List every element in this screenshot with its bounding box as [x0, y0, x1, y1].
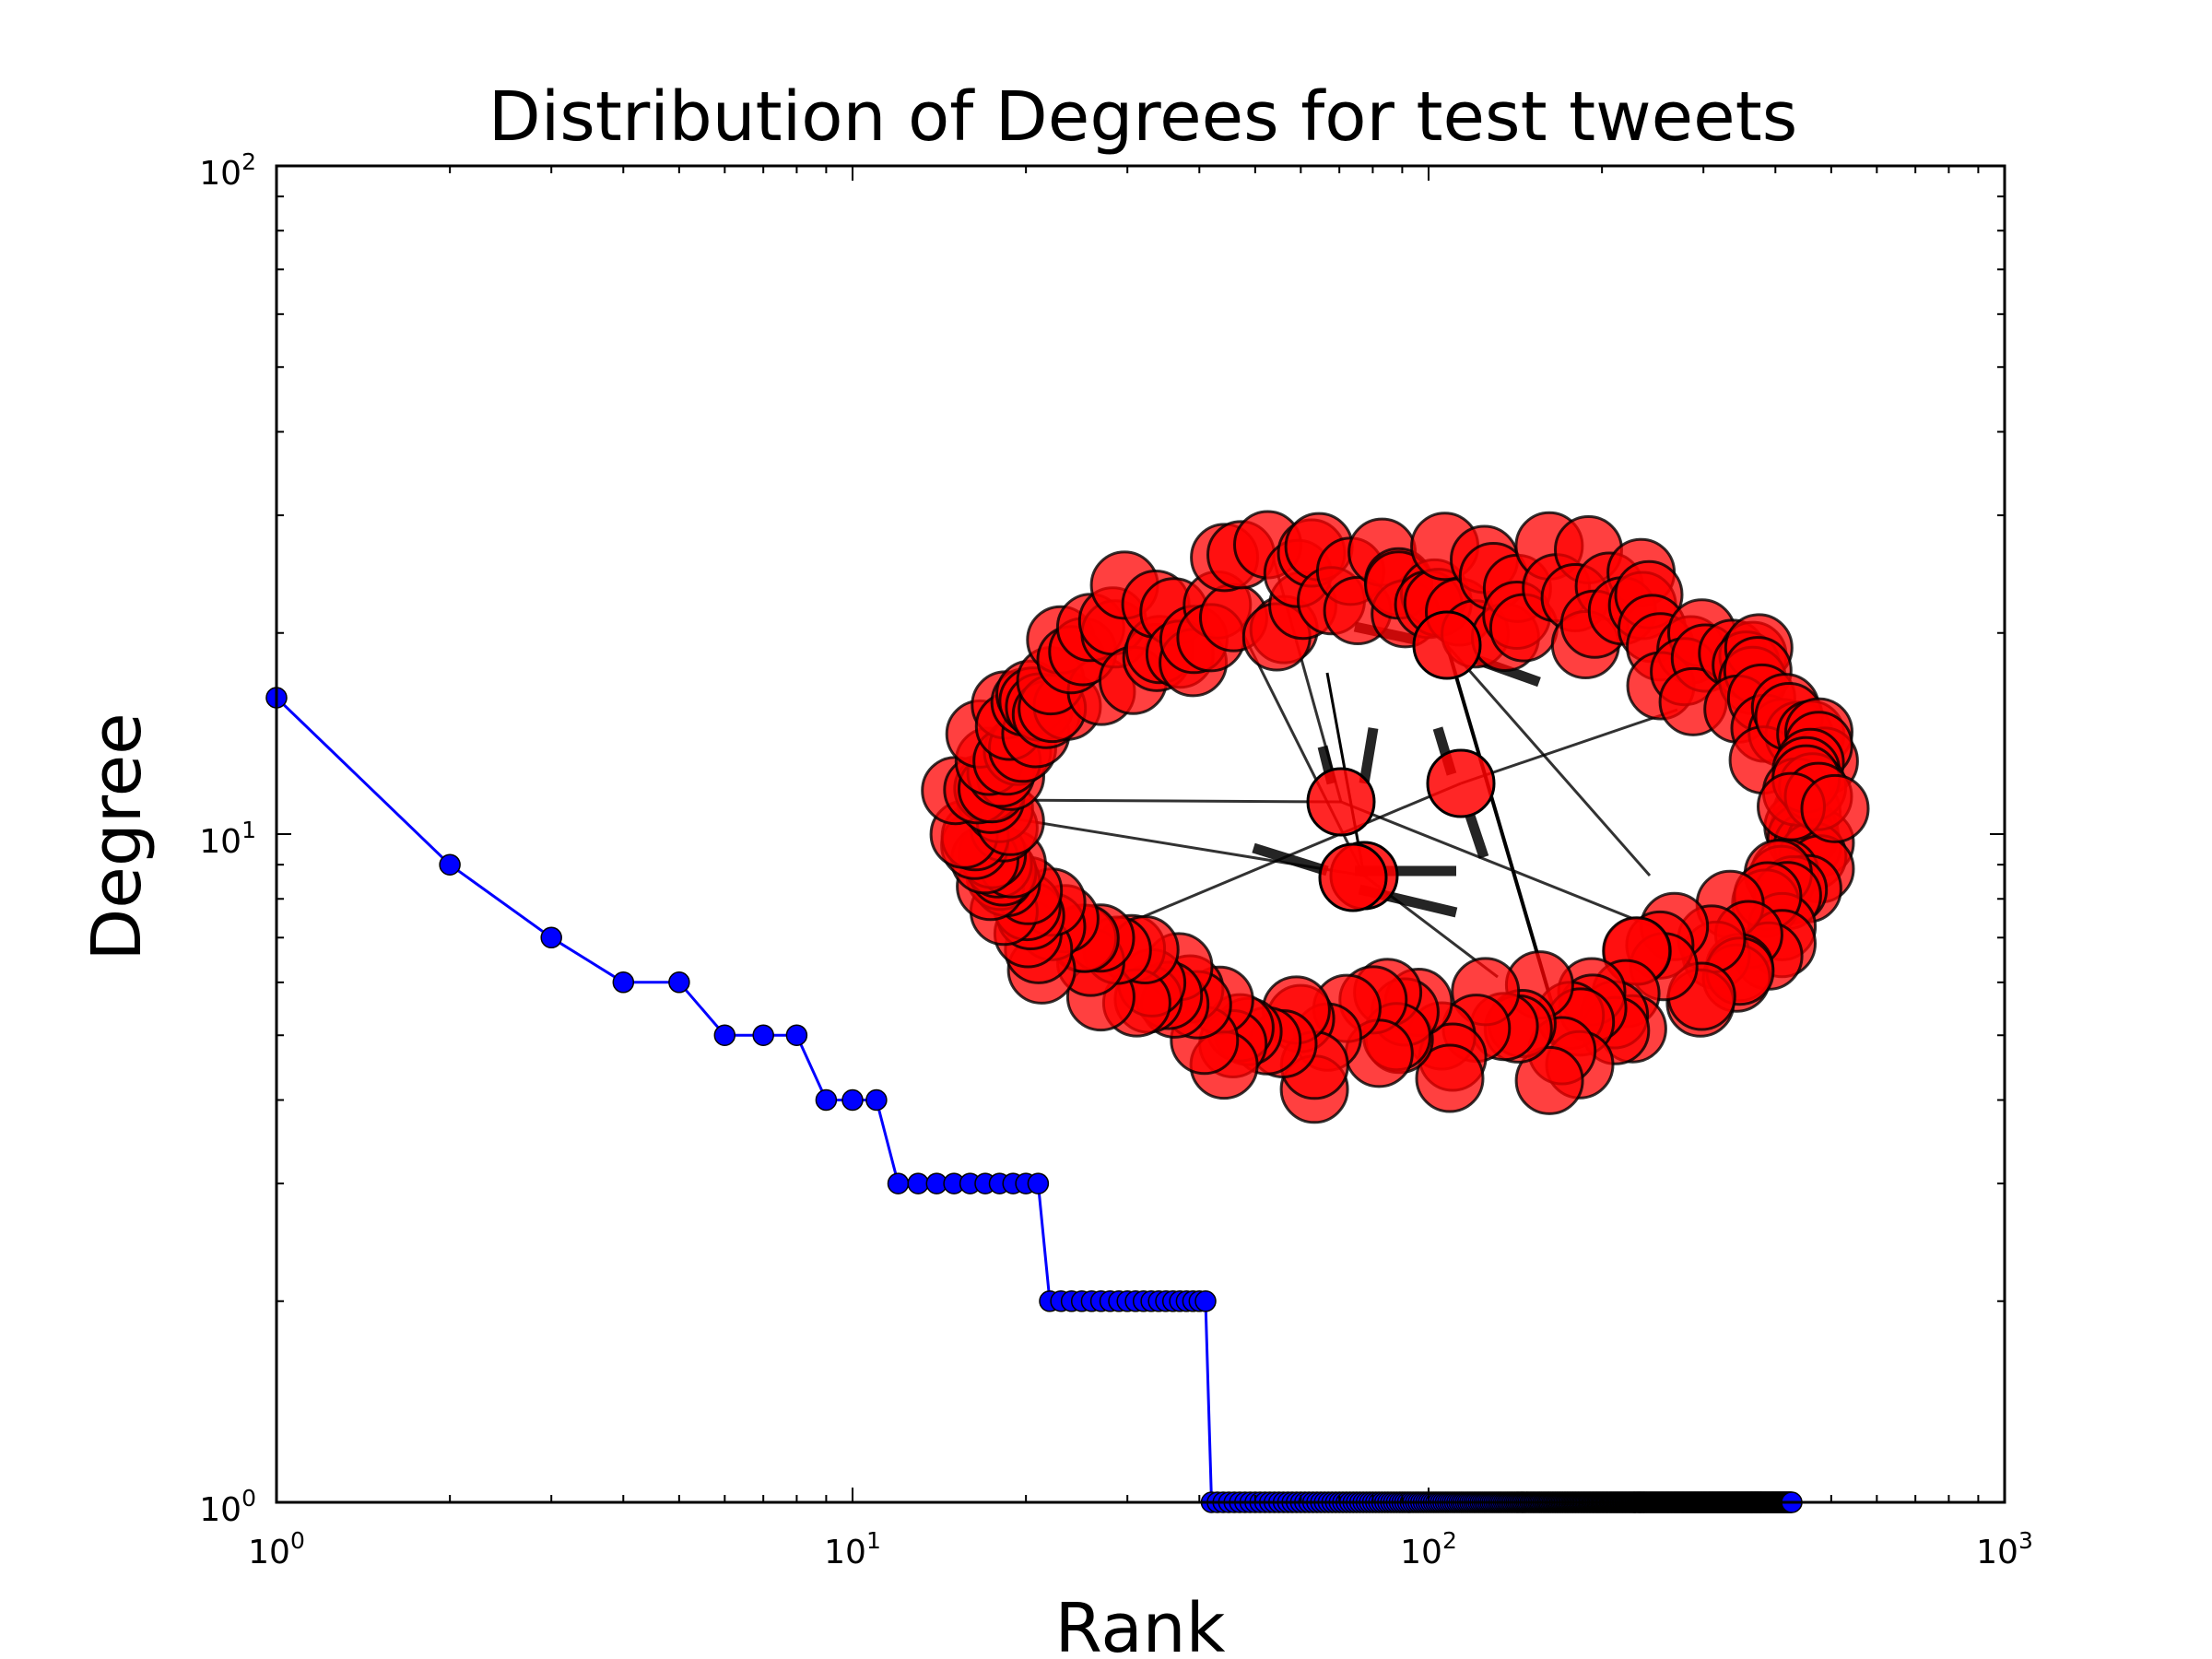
- data-point: [713, 1024, 736, 1046]
- data-point: [841, 1088, 864, 1112]
- graph-edge: [1087, 782, 1462, 942]
- graph-node: [1514, 1045, 1584, 1115]
- data-point: [887, 1172, 910, 1194]
- x-tick-label: 100: [248, 1527, 305, 1571]
- data-point: [1194, 1290, 1217, 1312]
- graph-edge-arrow: [1252, 842, 1329, 877]
- data-point: [865, 1088, 888, 1112]
- data-point: [785, 1024, 808, 1046]
- graph-edge-arrow: [1465, 814, 1489, 859]
- graph-edge-arrow: [1359, 727, 1379, 784]
- data-point: [907, 1172, 929, 1194]
- graph-node: [1412, 610, 1482, 680]
- graph-edge: [1445, 644, 1652, 877]
- x-axis-label: Rank: [1055, 1589, 1226, 1659]
- data-point: [540, 926, 562, 949]
- data-point: [668, 971, 690, 994]
- axis-ticks: 100 101 102 103 100 101 102: [199, 148, 2033, 1571]
- data-point: [815, 1088, 838, 1112]
- graph-edge: [1340, 800, 1665, 933]
- data-point: [439, 853, 461, 876]
- chart-title: Distribution of Degrees for test tweets: [488, 77, 1798, 157]
- graph-edge: [1460, 708, 1678, 785]
- graph-node: [1318, 842, 1388, 912]
- graph-node: [1800, 773, 1870, 843]
- graph-node: [1306, 767, 1376, 837]
- network-graph-inset: [921, 510, 1870, 1124]
- y-tick-label: 101: [199, 817, 256, 861]
- graph-node: [1415, 1043, 1485, 1113]
- graph-edge: [994, 798, 1342, 804]
- x-tick-label: 103: [1976, 1527, 2033, 1571]
- y-tick-label: 102: [199, 148, 256, 193]
- y-tick-label: 100: [199, 1485, 256, 1529]
- x-tick-label: 101: [824, 1527, 881, 1571]
- y-axis-label: Degree: [77, 712, 157, 960]
- graph-node: [1426, 748, 1496, 818]
- x-tick-label: 102: [1400, 1527, 1457, 1571]
- data-point: [1027, 1172, 1050, 1194]
- data-point: [612, 971, 635, 994]
- data-point: [752, 1024, 774, 1046]
